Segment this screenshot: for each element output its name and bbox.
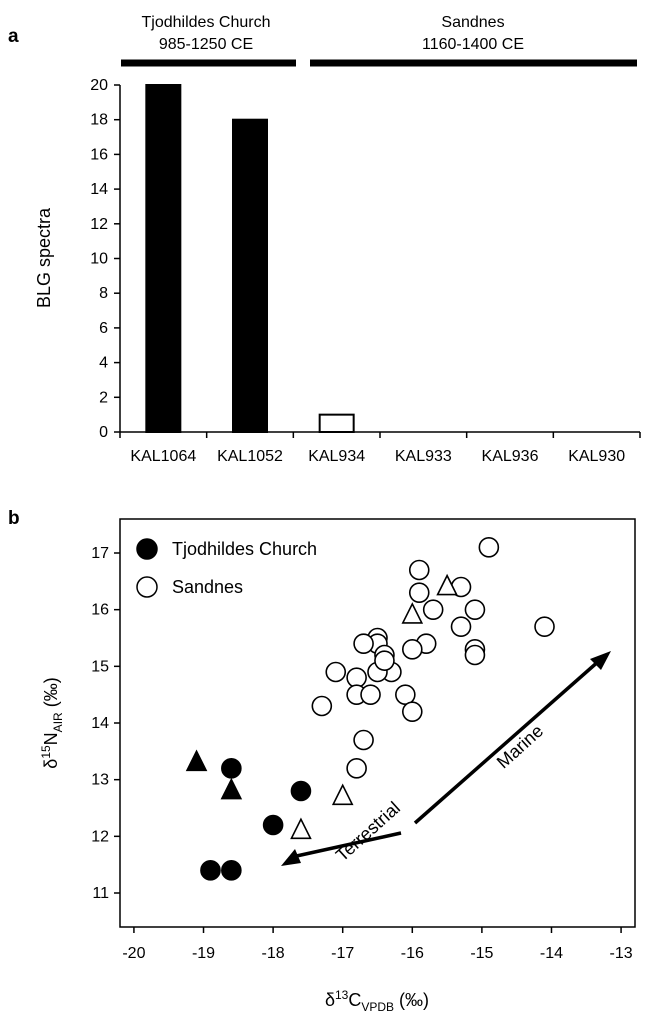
open-circle-point xyxy=(353,729,374,751)
y-tick-label: 11 xyxy=(92,885,109,902)
open-circle-point xyxy=(360,684,381,705)
open-circle-point xyxy=(534,616,555,637)
panel-b-scatter-plot: b Tjodhildes Church Sandnes Marine Terre… xyxy=(8,508,636,1012)
y-tick-label: 10 xyxy=(90,251,108,268)
y-tick-label: 20 xyxy=(90,77,108,94)
open-circle-point xyxy=(401,639,423,660)
y-tick-label: 14 xyxy=(91,715,109,732)
terrestrial-label: Terrestrial xyxy=(332,798,404,866)
open-circle-point xyxy=(346,667,367,688)
period-1-dates: 985-1250 CE xyxy=(159,36,253,53)
y-tick-label: 2 xyxy=(99,389,108,406)
y-tick-label: 0 xyxy=(99,424,108,441)
x-axis: -20 -19 -18 -17 -16 -15 -14 -13 xyxy=(122,927,633,962)
period-1-name: Tjodhildes Church xyxy=(142,14,271,31)
y-tick-label: 14 xyxy=(90,181,108,198)
y-axis-title: BLG spectra xyxy=(34,207,54,308)
panel-a-bar-chart: a Tjodhildes Church 985-1250 CE Sandnes … xyxy=(8,14,641,465)
x-tick-label: KAL933 xyxy=(395,448,452,465)
y-tick-label: 4 xyxy=(99,355,108,372)
filled-circle-point xyxy=(221,860,242,881)
legend-filled-circle-marker xyxy=(136,538,158,560)
x-tick-label: KAL930 xyxy=(568,448,625,465)
y-tick-label: 12 xyxy=(90,216,108,233)
open-circle-point xyxy=(311,695,333,717)
bar-kal934 xyxy=(318,413,355,433)
filled-triangle-point xyxy=(220,777,243,800)
x-tick-label: -20 xyxy=(122,945,145,962)
y-tick-label: 12 xyxy=(91,828,109,845)
y-tick-label: 18 xyxy=(90,112,108,129)
x-tick-label: KAL934 xyxy=(308,448,365,465)
open-circle-point xyxy=(401,701,423,722)
bar-kal1064 xyxy=(145,84,182,433)
open-circle-point xyxy=(408,582,430,603)
open-circle-point xyxy=(374,650,395,671)
x-axis: KAL1064 KAL1052 KAL934 KAL933 KAL936 KAL930 xyxy=(119,431,641,465)
y-tick-label: 17 xyxy=(91,545,109,562)
open-circle-point xyxy=(408,559,430,581)
y-tick-label: 6 xyxy=(99,320,108,337)
x-tick-label: -19 xyxy=(192,945,215,962)
open-circle-point xyxy=(353,633,374,654)
x-tick-label: KAL1052 xyxy=(217,448,283,465)
filled-circle-point xyxy=(200,860,221,881)
open-circle-point xyxy=(395,684,416,705)
arrow-marine-segment xyxy=(413,658,602,825)
x-tick-label: KAL1064 xyxy=(130,448,196,465)
legend-label-sandnes: Sandnes xyxy=(172,577,243,597)
data-points xyxy=(185,537,555,881)
open-triangle-point xyxy=(436,573,458,596)
x-tick-label: -15 xyxy=(470,945,493,962)
open-circle-point xyxy=(346,758,367,779)
open-circle-point xyxy=(464,644,486,666)
y-tick-label: 15 xyxy=(91,658,109,675)
filled-circle-point xyxy=(290,780,312,802)
open-triangle-point xyxy=(401,602,424,624)
open-circle-point xyxy=(450,616,472,637)
x-tick-label: -18 xyxy=(262,945,285,962)
x-tick-label: -16 xyxy=(401,945,424,962)
x-axis-title: δ13CVPDB (‰) xyxy=(325,988,429,1012)
filled-triangle-point xyxy=(185,749,208,772)
y-tick-label: 13 xyxy=(91,772,109,789)
arrow-terrestrial-segment xyxy=(291,831,402,859)
legend-open-circle-marker xyxy=(136,576,158,598)
x-tick-label: KAL936 xyxy=(482,448,539,465)
arrow-head-marine xyxy=(590,651,611,670)
legend: Tjodhildes Church Sandnes xyxy=(136,538,317,598)
x-tick-label: -14 xyxy=(540,945,563,962)
open-circle-point xyxy=(478,537,500,558)
open-triangle-point xyxy=(331,783,354,806)
open-triangle-point xyxy=(290,817,312,840)
marine-terrestrial-arrow: Marine Terrestrial xyxy=(281,651,611,866)
y-tick-label: 16 xyxy=(90,146,108,163)
y-axis: 0 2 4 6 8 10 12 14 16 18 20 xyxy=(90,77,121,441)
bars xyxy=(145,84,355,433)
open-circle-point xyxy=(325,661,347,683)
filled-circle-point xyxy=(262,814,284,836)
period-2-name: Sandnes xyxy=(441,14,504,31)
panel-letter-a: a xyxy=(8,26,19,47)
y-tick-label: 16 xyxy=(91,602,109,619)
open-circle-point xyxy=(464,599,486,620)
y-axis: 11 12 13 14 15 16 17 xyxy=(91,545,120,902)
bar-kal1052 xyxy=(232,118,268,433)
period-2-dates: 1160-1400 CE xyxy=(422,36,524,53)
panel-letter-b: b xyxy=(8,508,20,529)
y-tick-label: 8 xyxy=(99,285,108,302)
open-circle-point xyxy=(422,599,444,620)
y-axis-title: δ15NAIR (‰) xyxy=(39,677,65,768)
x-tick-label: -17 xyxy=(331,945,354,962)
x-tick-label: -13 xyxy=(610,945,633,962)
filled-circle-point xyxy=(221,758,242,779)
arrow-head-terrestrial xyxy=(281,849,301,866)
legend-label-tjodhildes: Tjodhildes Church xyxy=(172,539,317,559)
